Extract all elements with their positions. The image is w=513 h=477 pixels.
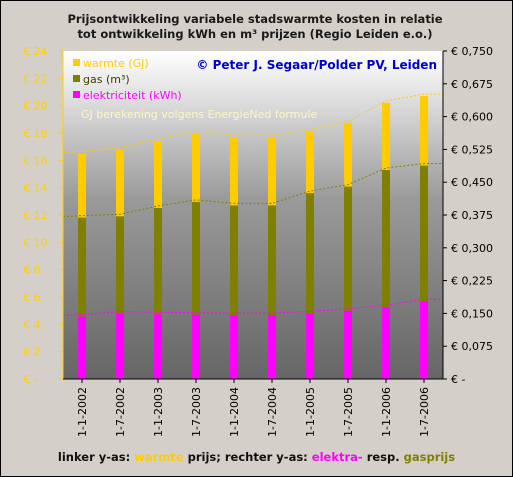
x-tick-label: 1-1-2005 — [304, 387, 317, 437]
left-tick-label: € 24 — [23, 45, 48, 58]
bar-elektriciteit-8 — [344, 310, 352, 379]
left-tick-label: € 6 — [23, 291, 41, 304]
formula-note: GJ berekening volgens EnergieNed formule — [81, 108, 318, 121]
chart-marks — [62, 93, 443, 380]
bar-gas-7 — [306, 193, 314, 379]
right-tick-label: € 0,750 — [451, 45, 493, 58]
x-tick-label: 1-7-2004 — [266, 387, 279, 437]
right-tick-label: € 0,600 — [451, 111, 493, 124]
left-tick-label: € 16 — [23, 154, 48, 167]
chart-title-line-2: tot ontwikkeling kWh en m³ prijzen (Regi… — [77, 27, 432, 41]
right-tick-label: € 0,675 — [451, 78, 493, 91]
trend-line-gas — [62, 163, 443, 218]
legend-label-warmte: warmte (GJ) — [83, 57, 149, 70]
left-tick-label: € 4 — [23, 318, 41, 331]
right-tick-label: € 0,375 — [451, 209, 493, 222]
trend-line-warmte — [62, 93, 443, 153]
bar-gas-3 — [154, 208, 162, 379]
trend-line-elektriciteit — [62, 298, 443, 316]
x-tick-label: 1-1-2006 — [380, 387, 393, 437]
axis-footnote: linker y-as: warmte prijs; rechter y-as:… — [1, 450, 512, 464]
footnote-resp: resp. — [362, 450, 404, 464]
right-tick-label: € 0,225 — [451, 275, 493, 288]
footnote-elektra: elektra- — [311, 450, 363, 464]
x-tick-label: 1-7-2002 — [114, 387, 127, 437]
x-tick-label: 1-1-2002 — [76, 387, 89, 437]
bar-gas-1 — [78, 217, 86, 379]
bar-gas-4 — [192, 201, 200, 379]
left-tick-label: € 2 — [23, 346, 41, 359]
bar-gas-6 — [268, 205, 276, 379]
bar-elektriciteit-10 — [420, 301, 428, 379]
bar-elektriciteit-3 — [154, 314, 162, 379]
right-tick-label: € 0,150 — [451, 307, 493, 320]
bar-elektriciteit-4 — [192, 314, 200, 379]
left-tick-label: € 10 — [23, 236, 48, 249]
legend-label-gas: gas (m³) — [83, 73, 130, 86]
x-tick-label: 1-7-2003 — [190, 387, 203, 437]
legend-swatch-warmte — [73, 59, 80, 66]
legend: warmte (GJ) gas (m³) elektriciteit (kWh) — [73, 57, 182, 102]
chart: Prijsontwikkeling variabele stadswarmte … — [23, 12, 493, 437]
left-tick-label: € 14 — [23, 182, 48, 195]
bar-elektriciteit-6 — [268, 315, 276, 379]
right-tick-label: € 0,300 — [451, 242, 493, 255]
footnote-left: linker y-as: — [57, 450, 135, 464]
legend-swatch-elektriciteit — [73, 91, 80, 98]
bar-gas-5 — [230, 205, 238, 379]
right-tick-label: € 0,525 — [451, 143, 493, 156]
legend-swatch-gas — [73, 75, 80, 82]
x-tick-label: 1-1-2004 — [228, 387, 241, 437]
chart-axes: € - € 2 € 4 € 6 € 8 € 10 € 12 € 14 € 16 € 18 € 20 €… — [23, 45, 493, 437]
right-tick-label: € 0,450 — [451, 176, 493, 189]
legend-label-elektriciteit: elektriciteit (kWh) — [83, 89, 182, 102]
plot-area — [63, 51, 443, 379]
footnote-mid: prijs; rechter y-as: — [183, 450, 312, 464]
x-tick-label: 1-7-2005 — [342, 387, 355, 437]
credit-label: © Peter J. Segaar/Polder PV, Leiden — [196, 58, 437, 72]
left-tick-label: € 12 — [23, 209, 48, 222]
x-tick-label: 1-1-2003 — [152, 387, 165, 437]
footnote-gas: gasprijs — [403, 450, 456, 464]
x-tick-label: 1-7-2006 — [418, 387, 431, 437]
footnote-warmte: warmte — [134, 450, 184, 464]
left-tick-label: € 18 — [23, 127, 48, 140]
bar-gas-10 — [420, 165, 428, 379]
bar-elektriciteit-5 — [230, 315, 238, 379]
bar-elektriciteit-7 — [306, 313, 314, 379]
left-tick-label: € 20 — [23, 100, 48, 113]
right-tick-label: € - — [451, 373, 465, 386]
bar-elektriciteit-1 — [78, 316, 86, 379]
bar-elektriciteit-2 — [116, 313, 124, 379]
bar-gas-8 — [344, 186, 352, 379]
chart-title-line-1: Prijsontwikkeling variabele stadswarmte … — [67, 12, 442, 26]
right-tick-label: € 0,075 — [451, 340, 493, 353]
bar-gas-9 — [382, 170, 390, 379]
left-tick-label: € 22 — [23, 72, 48, 85]
bar-elektriciteit-9 — [382, 307, 390, 379]
left-tick-label: € 8 — [23, 264, 41, 277]
bar-gas-2 — [116, 216, 124, 379]
left-tick-label: € - — [23, 373, 37, 386]
